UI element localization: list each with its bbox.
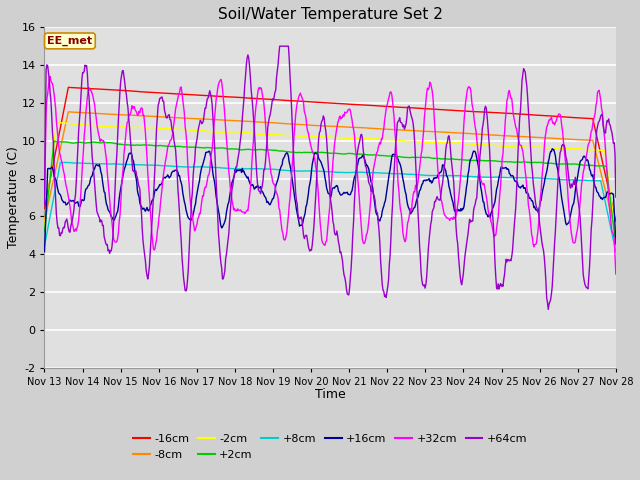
Y-axis label: Temperature (C): Temperature (C)	[7, 146, 20, 249]
Legend: -16cm, -8cm, -2cm, +2cm, +8cm, +16cm, +32cm, +64cm: -16cm, -8cm, -2cm, +2cm, +8cm, +16cm, +3…	[129, 430, 532, 464]
X-axis label: Time: Time	[315, 388, 346, 401]
Text: EE_met: EE_met	[47, 36, 92, 46]
Title: Soil/Water Temperature Set 2: Soil/Water Temperature Set 2	[218, 7, 443, 22]
